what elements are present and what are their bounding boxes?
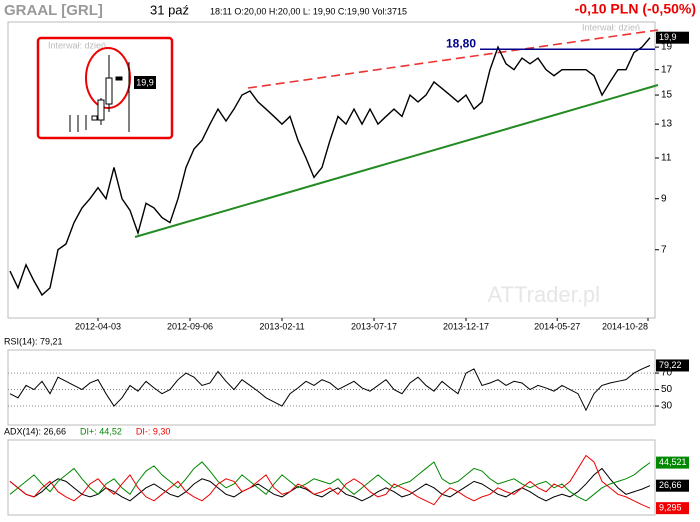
last-value-box xyxy=(656,456,689,469)
y-tick-label: 7 xyxy=(661,244,667,255)
x-tick-label: 2014-05-27 xyxy=(534,321,580,331)
adx-panel xyxy=(7,439,656,516)
last-value-label: 44,521 xyxy=(659,457,687,467)
last-value-label: 26,66 xyxy=(659,480,682,490)
inset-price: 19,9 xyxy=(136,77,154,87)
series-line xyxy=(9,467,651,502)
series-line xyxy=(9,37,651,297)
x-tick-label: 2014-10-28 xyxy=(602,321,648,331)
y-tick-label: 13 xyxy=(661,119,673,130)
series-line xyxy=(9,461,651,502)
price-panel xyxy=(7,21,656,319)
inset-candles xyxy=(69,55,130,132)
quote: 18:11 O:20,00 H:20,00 L: 19,90 C:19,90 V… xyxy=(210,6,407,16)
last-value-box xyxy=(656,31,689,44)
level-label: 18,80 xyxy=(446,36,476,50)
series-line xyxy=(9,365,651,412)
x-tick-label: 2012-09-06 xyxy=(167,321,213,331)
last-value-label: 79,22 xyxy=(659,360,682,370)
x-tick-label: 2013-07-17 xyxy=(351,321,397,331)
last-value-box xyxy=(656,502,689,515)
x-tick-label: 2013-12-17 xyxy=(443,321,489,331)
chart-title: GRAAL [GRL] xyxy=(4,2,103,19)
last-value-label: 9,295 xyxy=(659,503,682,513)
y-tick-label: 30 xyxy=(661,401,673,412)
y-tick-label: 11 xyxy=(661,153,672,164)
x-tick-label: 2013-02-11 xyxy=(259,321,304,331)
watermark: ATTrader.pl xyxy=(488,282,600,307)
panel-title: RSI(14): 79,21 xyxy=(4,336,63,346)
y-tick-label: 19 xyxy=(661,42,673,53)
date: 31 paź xyxy=(150,2,189,17)
last-value-label: 19,9 xyxy=(659,32,677,42)
inset-circle xyxy=(85,47,131,109)
support-line xyxy=(134,84,659,238)
x-tick-label: 2012-04-03 xyxy=(75,321,121,331)
y-tick-label: 15 xyxy=(661,90,673,101)
change: -0,10 PLN (-0,50%) xyxy=(575,1,696,17)
interval: Interwał: dzień xyxy=(582,22,640,32)
y-tick-label: 17 xyxy=(661,64,673,75)
legend-entry: ADX(14): 26,66 xyxy=(4,426,66,436)
legend-entry: DI+: 44,52 xyxy=(80,426,122,436)
series-line xyxy=(9,454,651,509)
y-tick-label: 50 xyxy=(661,384,673,395)
legend-entry: DI-: 9,30 xyxy=(136,426,171,436)
y-tick-label: 70 xyxy=(661,368,673,379)
last-value-box xyxy=(656,479,689,492)
rsi-panel xyxy=(7,349,656,426)
inset-price-box xyxy=(134,76,156,89)
last-value-box xyxy=(656,359,689,372)
y-tick-label: 9 xyxy=(661,193,667,204)
inset xyxy=(36,36,174,140)
inset-interval: Interwał: dzień xyxy=(48,40,106,50)
